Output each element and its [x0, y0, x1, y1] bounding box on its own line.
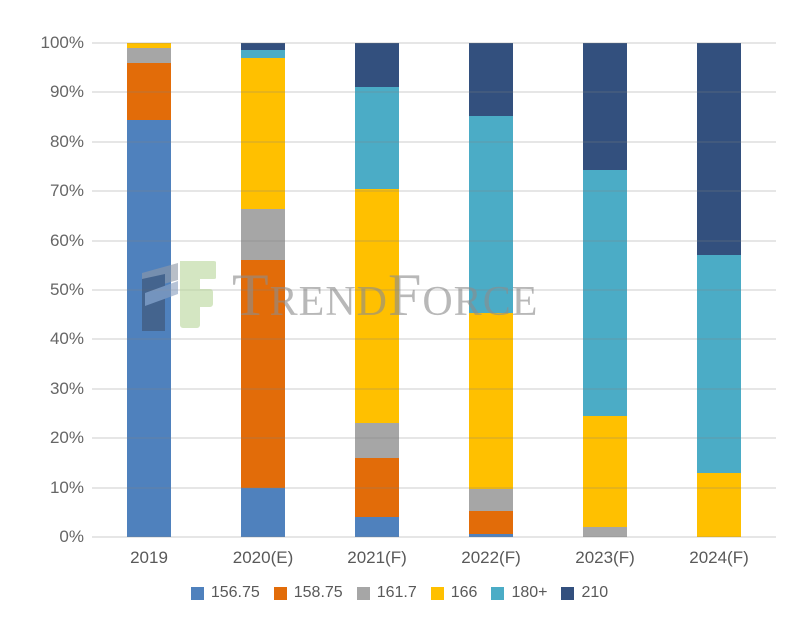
bar-segment-2020(E)-156.75	[241, 487, 285, 537]
bar-segment-2022(F)-161.7	[469, 488, 513, 511]
bars-layer	[92, 43, 776, 537]
legend-label: 180+	[511, 584, 548, 601]
y-tick-label-20: 20%	[49, 428, 84, 448]
y-tick-label-90: 90%	[49, 82, 84, 102]
legend-label: 156.75	[210, 584, 260, 601]
y-tick-label-70: 70%	[49, 181, 84, 201]
bar-segment-2019-156.75	[127, 119, 171, 537]
legend-marker-icon	[561, 586, 575, 600]
bar-2023(F)	[583, 43, 627, 537]
x-tick-label-2024(F): 2024(F)	[689, 548, 749, 567]
x-tick-label-2022(F): 2022(F)	[461, 548, 521, 567]
bar-2024(F)	[697, 43, 741, 537]
bar-segment-2020(E)-166	[241, 57, 285, 209]
legend-marker-icon	[273, 586, 287, 600]
legend-item-166: 166	[430, 584, 478, 602]
x-tick-label-2023(F): 2023(F)	[575, 548, 635, 567]
legend-marker-icon	[190, 586, 204, 600]
bar-2021(F)	[355, 43, 399, 537]
bar-segment-2020(E)-158.75	[241, 260, 285, 488]
legend-item-158.75: 158.75	[273, 584, 343, 602]
legend-label: 161.7	[376, 584, 417, 601]
bar-2022(F)	[469, 43, 513, 537]
bar-segment-2024(F)-210	[697, 43, 741, 256]
legend-label: 210	[581, 584, 609, 601]
bar-segment-2019-161.7	[127, 47, 171, 63]
legend-item-180+: 180+	[491, 584, 547, 602]
bar-2019	[127, 43, 171, 537]
plot-area	[92, 42, 776, 538]
bar-segment-2022(F)-158.75	[469, 510, 513, 534]
bar-2020(E)	[241, 43, 285, 537]
bar-segment-2023(F)-180+	[583, 169, 627, 416]
bar-segment-2019-166	[127, 43, 171, 48]
bar-segment-2020(E)-180+	[241, 50, 285, 58]
bar-segment-2021(F)-158.75	[355, 457, 399, 518]
y-tick-label-50: 50%	[49, 280, 84, 299]
legend-item-161.7: 161.7	[356, 584, 417, 602]
legend-label: 166	[450, 584, 478, 601]
bar-segment-2021(F)-156.75	[355, 517, 399, 537]
legend-marker-icon	[356, 586, 370, 600]
bar-segment-2021(F)-180+	[355, 87, 399, 189]
bar-segment-2023(F)-210	[583, 43, 627, 170]
bar-segment-2019-158.75	[127, 62, 171, 120]
y-tick-label-30: 30%	[49, 378, 84, 398]
y-tick-label-80: 80%	[49, 131, 84, 151]
bar-segment-2023(F)-161.7	[583, 527, 627, 537]
y-tick-label-0: 0%	[59, 527, 84, 546]
legend-item-210: 210	[561, 584, 608, 602]
bar-segment-2021(F)-210	[355, 43, 399, 88]
legend-marker-icon	[491, 586, 505, 600]
y-tick-label-100: 100%	[40, 33, 84, 52]
x-tick-label-2021(F): 2021(F)	[347, 548, 407, 567]
y-axis: 0% 10% 20% 30% 40% 50% 60% 70% 80% 90% 100%	[0, 33, 84, 546]
legend: 156.75 158.75 161.7 166 180+ 210	[0, 584, 799, 602]
bar-segment-2021(F)-166	[355, 188, 399, 424]
x-tick-label-2019: 2019	[130, 548, 168, 567]
bar-segment-2022(F)-180+	[469, 116, 513, 314]
y-tick-label-10: 10%	[49, 477, 84, 497]
x-axis: 2019 2020(E) 2021(F) 2022(F) 2023(F) 2024(F)	[92, 548, 776, 572]
y-tick-label-60: 60%	[49, 230, 84, 250]
x-tick-label-2020(E): 2020(E)	[232, 548, 294, 567]
legend-item-156.75: 156.75	[190, 584, 260, 602]
bar-segment-2022(F)-156.75	[469, 533, 513, 537]
bar-segment-2021(F)-161.7	[355, 423, 399, 458]
bar-segment-2024(F)-166	[697, 472, 741, 537]
bar-segment-2020(E)-210	[241, 43, 285, 51]
y-tick-label-40: 40%	[49, 329, 84, 349]
bar-segment-2022(F)-166	[469, 313, 513, 489]
bar-segment-2022(F)-210	[469, 43, 513, 117]
bar-segment-2020(E)-161.7	[241, 208, 285, 261]
bar-segment-2024(F)-180+	[697, 255, 741, 473]
legend-marker-icon	[430, 586, 444, 600]
legend-label: 158.75	[293, 584, 343, 601]
bar-segment-2023(F)-166	[583, 415, 627, 528]
